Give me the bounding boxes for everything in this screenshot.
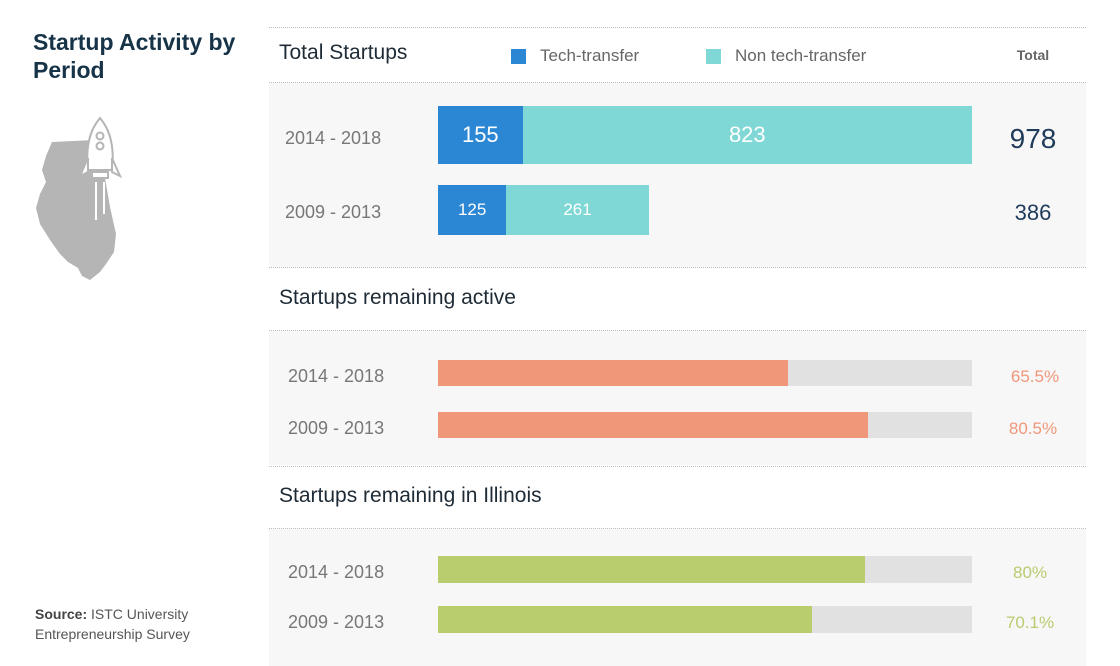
- bar-track: [438, 360, 972, 386]
- total-value: 978: [1009, 123, 1057, 154]
- legend-label-non-tech: Non tech-transfer: [735, 46, 867, 65]
- divider: [269, 82, 1086, 83]
- bar-track: [438, 556, 972, 583]
- legend-label-tech: Tech-transfer: [540, 46, 640, 65]
- bar-track: [438, 412, 972, 438]
- source-note: Source: ISTC University Entrepreneurship…: [35, 604, 255, 644]
- divider: [269, 466, 1086, 467]
- section-title-illinois: Startups remaining in Illinois: [279, 484, 542, 507]
- total-value: 386: [1014, 200, 1052, 225]
- rocket-icon: [77, 116, 123, 220]
- row-label: 2009 - 2013: [288, 612, 385, 632]
- percent-label: 65.5%: [1010, 367, 1060, 386]
- row-label: 2014 - 2018: [285, 128, 382, 148]
- percent-label: 80.5%: [1008, 419, 1058, 438]
- bar-illinois-2014-2018: [438, 556, 866, 583]
- legend-swatch-tech: [511, 49, 526, 64]
- row-label: 2014 - 2018: [288, 366, 385, 386]
- source-label: Source:: [35, 606, 88, 622]
- page-title: Startup Activity by Period: [33, 29, 236, 83]
- data-label: 823: [728, 122, 766, 147]
- data-label: 125: [457, 200, 487, 219]
- total-header: Total: [1016, 47, 1050, 63]
- data-label: 261: [563, 200, 592, 219]
- illinois-map-icon: [36, 116, 123, 280]
- active-panel: [269, 331, 1086, 465]
- percent-label: 70.1%: [1005, 613, 1055, 632]
- section-title-total: Total Startups: [279, 41, 408, 64]
- bar-non-tech-2009-2013: 261: [506, 185, 649, 235]
- bar-active-2009-2013: [438, 412, 868, 438]
- bar-non-tech-2014-2018: 823: [522, 106, 972, 164]
- row-label: 2009 - 2013: [285, 202, 382, 222]
- illinois-panel: [269, 529, 1086, 666]
- percent-label: 80%: [1012, 563, 1048, 582]
- divider: [269, 528, 1086, 529]
- legend-swatch-non-tech: [706, 49, 721, 64]
- data-label: 155: [461, 122, 499, 147]
- row-label: 2009 - 2013: [288, 418, 385, 438]
- section-title-active: Startups remaining active: [279, 286, 516, 309]
- bar-active-2014-2018: [438, 360, 788, 386]
- divider: [269, 330, 1086, 331]
- bar-track: [438, 606, 972, 633]
- bar-tech-2014-2018: 155: [438, 106, 523, 164]
- row-label: 2014 - 2018: [288, 562, 385, 582]
- source-text: ISTC University Entrepreneurship Survey: [35, 606, 190, 642]
- divider: [269, 27, 1086, 28]
- bar-illinois-2009-2013: [438, 606, 813, 633]
- divider: [269, 267, 1086, 268]
- bar-tech-2009-2013: 125: [438, 185, 507, 235]
